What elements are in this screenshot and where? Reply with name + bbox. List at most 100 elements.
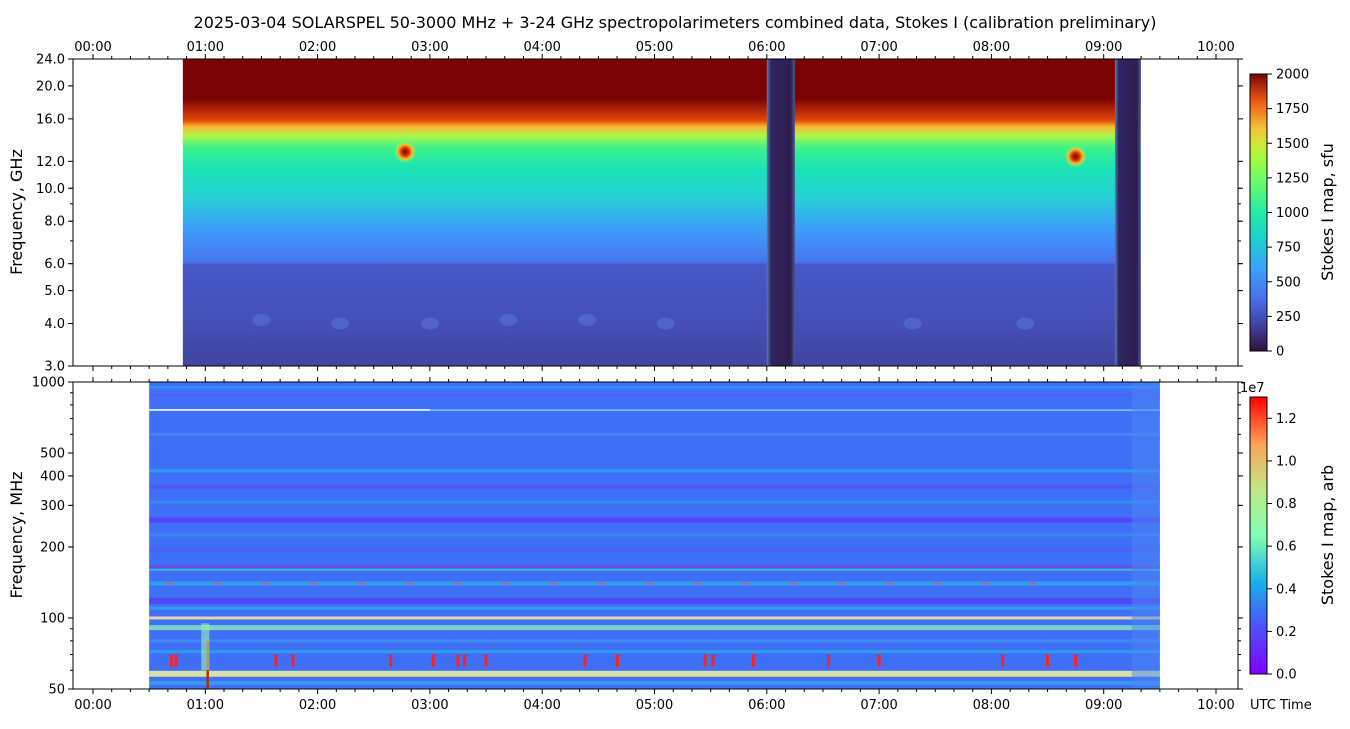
y-tick-label: 400 [40,469,65,484]
colorbar-tick-label: 0.8 [1276,497,1297,512]
bottom-heatmap [149,382,1160,689]
bottom-rfi-burst [484,654,488,667]
bottom-spectral-band [149,409,1160,411]
x-tick-label: 09:00 [1085,698,1122,713]
y-tick-label: 6.0 [44,257,65,272]
bottom-rfi-burst [274,654,278,667]
y-tick-label: 24.0 [36,53,65,68]
top-background-patch [331,317,350,330]
x-tick-label: 06:00 [748,698,785,713]
colorbar-tick-label: 1500 [1276,137,1309,152]
bottom-spectral-band [149,606,1160,610]
top-burst-marker [394,140,417,163]
bottom-rfi-burst [827,654,831,667]
bottom-rfi-burst [456,654,460,667]
bottom-rfi-spike [201,623,210,671]
top-background-patch [656,317,675,330]
top-background-patch [903,317,922,330]
top-panel: 3.0 4.0 5.0 6.0 8.0 10.0 12.0 16.0 20.0 24.0 00:0… [7,40,1243,375]
x-tick-label: 05:00 [636,698,673,713]
y-tick-label: 100 [40,611,65,626]
bottom-spectral-band [149,386,1160,389]
y-tick-label: 500 [40,447,65,462]
top-colorbar-ticks: 0 250 500 750 1000 1250 1500 1750 2000 [1267,68,1309,360]
figure-title: 2025-03-04 SOLARSPEL 50-3000 MHz + 3-24 … [194,13,1157,32]
bottom-spectral-band [149,432,1160,436]
bottom-rfi-burst [463,654,467,667]
x-tick-label: 08:00 [973,40,1010,55]
y-tick-label: 1000 [32,376,65,391]
y-tick-label: 5.0 [44,284,65,299]
x-tick-label: 07:00 [860,698,897,713]
bottom-rfi-burst [431,654,435,667]
bottom-x-axis: 00:00 01:00 02:00 03:00 04:00 05:00 06:00 07:00… [74,377,1235,713]
y-tick-label: 12.0 [36,155,65,170]
bottom-late-segment [1131,382,1160,689]
x-tick-label: 05:00 [636,40,673,55]
bottom-spectral-band [149,533,1160,537]
x-tick-label: 00:00 [74,698,111,713]
bottom-spectral-band [149,394,1160,397]
colorbar-tick-label: 0 [1276,345,1284,360]
x-tick-label: 02:00 [299,698,336,713]
top-background-patch [1016,317,1035,330]
colorbar-tick-label: 500 [1276,275,1301,290]
bottom-spectral-band [149,639,1160,643]
colorbar-tick-label: 0.0 [1276,668,1297,683]
colorbar-tick-label: 750 [1276,241,1301,256]
y-tick-label: 8.0 [44,215,65,230]
bottom-rfi-burst [291,654,295,667]
top-background-patch [578,313,597,326]
bottom-spectral-band [149,565,1160,568]
x-tick-label: 07:00 [860,40,897,55]
bottom-spectral-band [149,517,1160,523]
bottom-spectral-band [149,581,1160,586]
x-tick-label: 06:00 [748,40,785,55]
bottom-x-axis-label: UTC Time [1250,698,1312,713]
bottom-colorbar-label: Stokes I map, arb [1318,465,1337,605]
bottom-spectral-band [149,484,1160,489]
bottom-spectral-band [149,598,1160,605]
top-background-patch [499,313,518,326]
bottom-rfi-burst [583,654,587,667]
top-colorbar-gradient-bar [1249,73,1268,352]
y-tick-label: 3.0 [44,360,65,375]
bottom-colorbar: 0.0 0.2 0.4 0.6 0.8 1.0 1.2 1e7 Stokes I map, … [1240,381,1337,683]
bottom-spectral-band [149,500,1160,504]
bottom-spectral-band [149,650,1160,654]
top-background-patch [252,313,271,326]
x-tick-label: 02:00 [299,40,336,55]
x-tick-label: 09:00 [1085,40,1122,55]
colorbar-tick-label: 250 [1276,310,1301,325]
top-background-patch [420,317,439,330]
bottom-y-axis: 50 100 200 300 400 500 1000 [32,376,1243,698]
bottom-colorbar-gradient-bar [1249,396,1268,675]
colorbar-tick-label: 0.4 [1276,582,1297,597]
top-colorbar-label: Stokes I map, sfu [1318,143,1337,281]
top-x-axis: 00:00 01:00 02:00 03:00 04:00 05:00 06:00 07:00… [74,40,1235,371]
bottom-spectral-band [149,616,1160,620]
colorbar-tick-label: 0.6 [1276,540,1297,555]
x-tick-label: 10:00 [1197,40,1234,55]
y-tick-label: 10.0 [36,182,65,197]
bottom-spectral-band [149,681,1160,686]
colorbar-tick-label: 1.2 [1276,412,1297,427]
bottom-bright-line [149,409,430,411]
bottom-colorbar-ticks: 0.0 0.2 0.4 0.6 0.8 1.0 1.2 [1267,412,1297,683]
colorbar-tick-label: 1750 [1276,102,1309,117]
bottom-spectral-band [149,469,1160,473]
bottom-spectral-band [149,625,1160,631]
bottom-rfi-burst [389,654,393,667]
y-tick-label: 4.0 [44,317,65,332]
top-burst-marker [1064,145,1087,168]
top-y-axis-label: Frequency, GHz [7,149,26,275]
colorbar-tick-label: 0.2 [1276,625,1297,640]
bottom-panel: 50 100 200 300 400 500 1000 00:00 01:00 02:00 03:… [7,376,1312,714]
y-tick-label: 300 [40,499,65,514]
x-tick-label: 08:00 [973,698,1010,713]
bottom-rfi-burst [703,654,707,667]
top-data-gap [1114,59,1141,366]
x-tick-label: 01:00 [187,40,224,55]
x-tick-label: 00:00 [74,40,111,55]
y-tick-label: 20.0 [36,79,65,94]
